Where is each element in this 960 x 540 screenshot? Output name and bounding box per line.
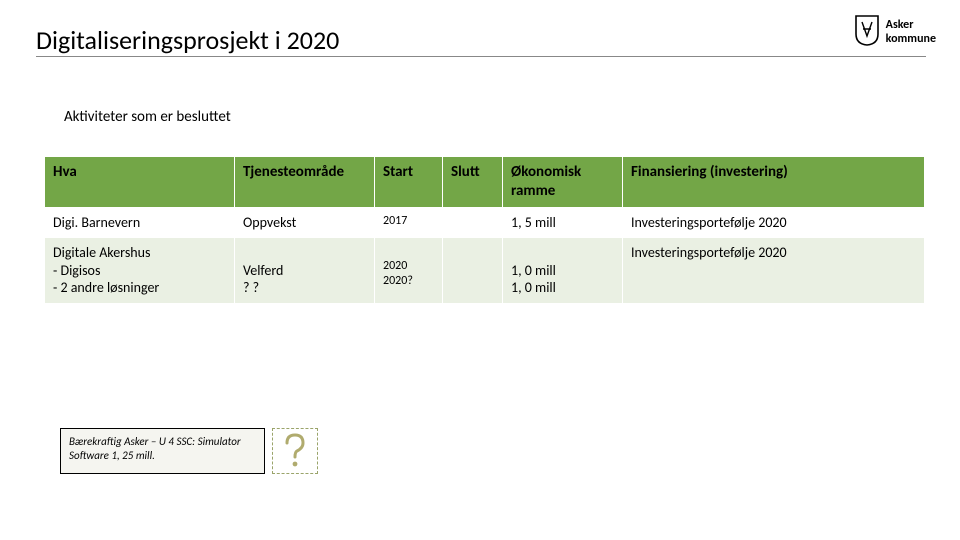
cell-tjen: Oppvekst xyxy=(235,207,375,238)
cell-ok: 1, 0 mill 1, 0 mill xyxy=(503,238,623,304)
col-tjen: Tjenesteområde xyxy=(235,157,375,208)
question-mark-icon xyxy=(280,432,310,470)
page-title: Digitaliseringsprosjekt i 2020 xyxy=(36,24,339,56)
cell-slutt xyxy=(443,207,503,238)
cell-start: 2020 2020? xyxy=(375,238,443,304)
table-row: Digi. Barnevern Oppvekst 2017 1, 5 mill … xyxy=(45,207,925,238)
cell-ok: 1, 5 mill xyxy=(503,207,623,238)
title-underline xyxy=(36,56,926,57)
cell-start: 2017 xyxy=(375,207,443,238)
shield-icon xyxy=(854,14,880,51)
table-row: Digitale Akershus - Digisos - 2 andre lø… xyxy=(45,238,925,304)
cell-tjen: Velferd ? ? xyxy=(235,238,375,304)
cell-fin: Investeringsportefølje 2020 xyxy=(623,238,925,304)
footnote-box: Bærekraftig Asker – U 4 SSC: Simulator S… xyxy=(60,428,265,474)
table-header-row: Hva Tjenesteområde Start Slutt Økonomisk… xyxy=(45,157,925,208)
logo-line2: kommune xyxy=(886,32,936,46)
col-fin: Finansiering (investering) xyxy=(623,157,925,208)
question-mark-box xyxy=(272,428,318,474)
col-slutt: Slutt xyxy=(443,157,503,208)
cell-hva: Digitale Akershus - Digisos - 2 andre lø… xyxy=(45,238,235,304)
subtitle: Aktiviteter som er besluttet xyxy=(64,108,231,126)
cell-fin: Investeringsportefølje 2020 xyxy=(623,207,925,238)
cell-hva: Digi. Barnevern xyxy=(45,207,235,238)
col-start: Start xyxy=(375,157,443,208)
cell-slutt xyxy=(443,238,503,304)
activities-table: Hva Tjenesteområde Start Slutt Økonomisk… xyxy=(44,156,924,304)
col-ok: Økonomisk ramme xyxy=(503,157,623,208)
logo-line1: Asker xyxy=(886,18,914,32)
col-hva: Hva xyxy=(45,157,235,208)
asker-logo: Asker kommune xyxy=(854,14,936,51)
logo-text: Asker kommune xyxy=(886,19,936,45)
